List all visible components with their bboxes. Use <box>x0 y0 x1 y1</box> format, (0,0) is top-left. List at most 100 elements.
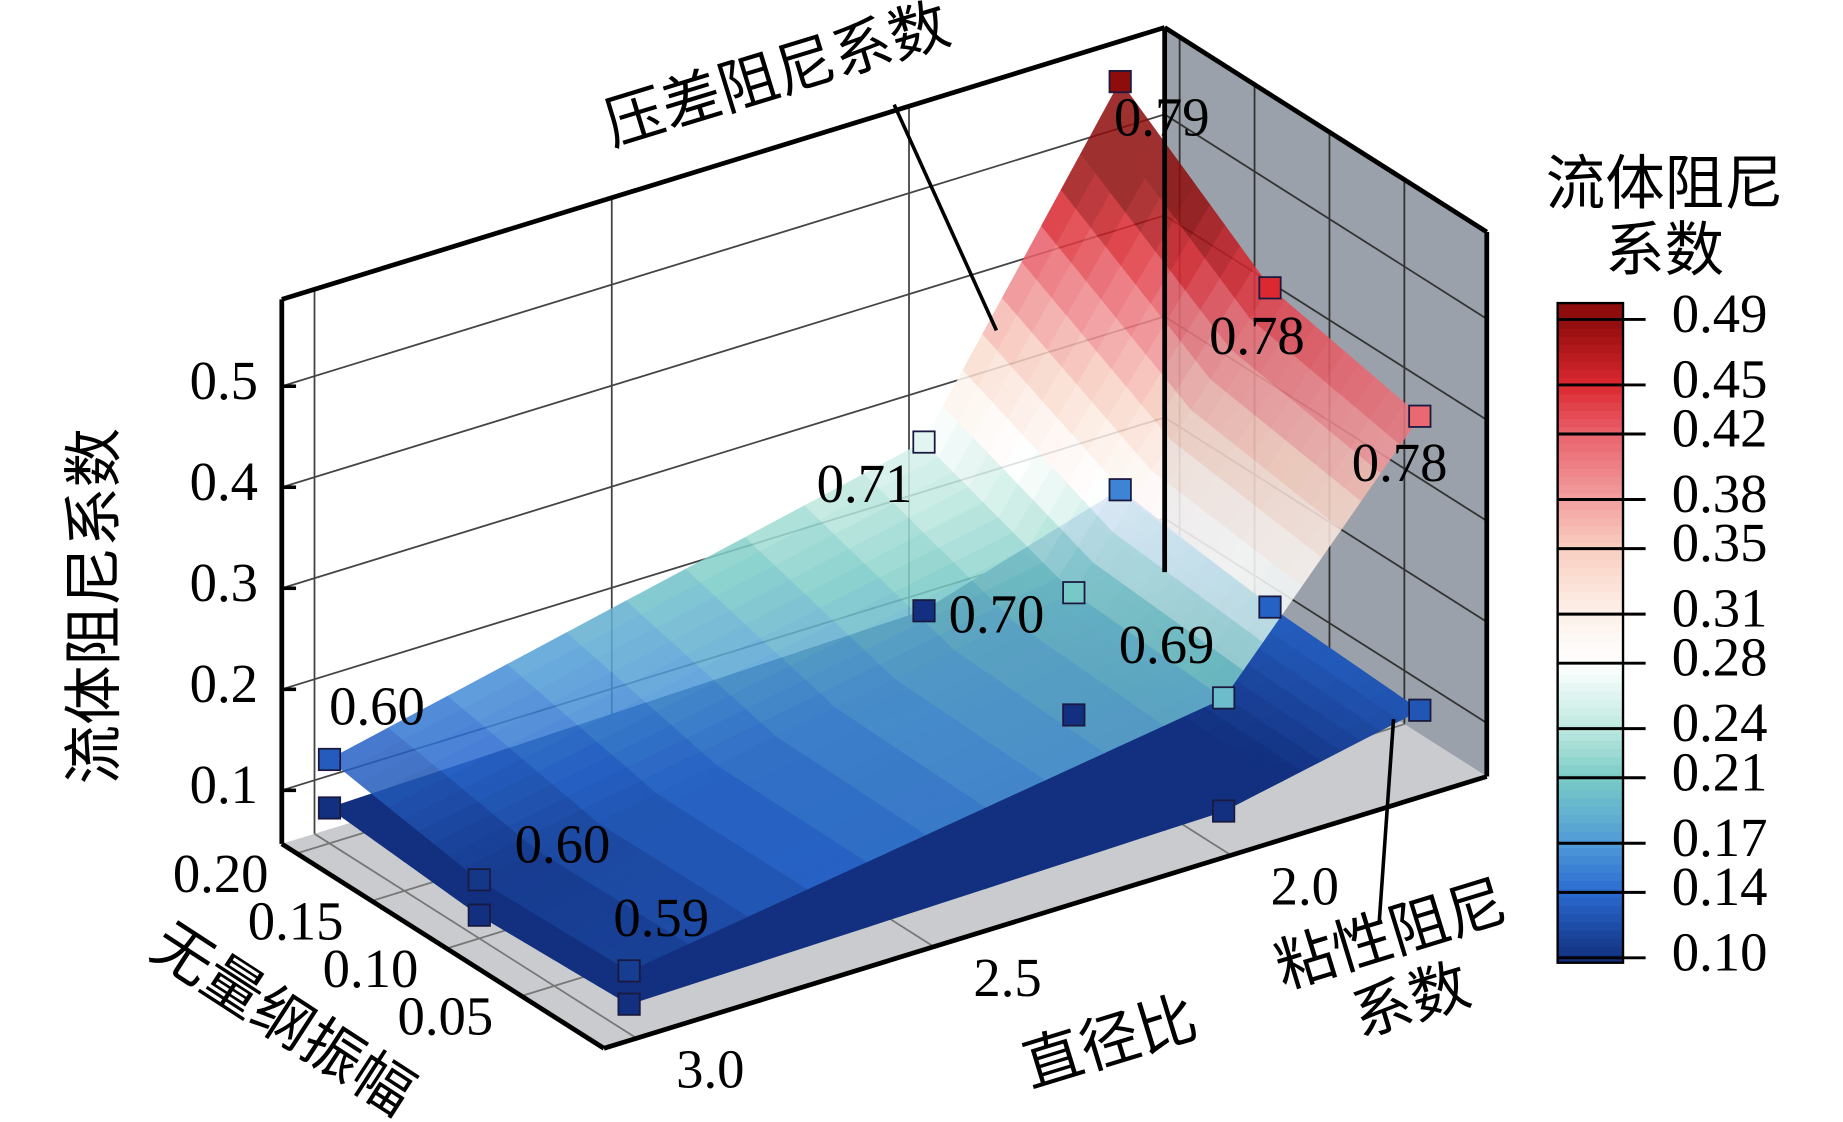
colorbar-band <box>1557 905 1624 914</box>
colorbar-band <box>1557 360 1624 370</box>
colorbar-tick-label: 0.21 <box>1672 741 1768 802</box>
colorbar-band <box>1557 674 1624 684</box>
colorbar-band <box>1557 690 1624 700</box>
colorbar-band <box>1557 303 1624 313</box>
z-axis-title: 流体阻尼系数 <box>62 428 128 784</box>
colorbar-band <box>1557 500 1624 510</box>
colorbar-band <box>1557 542 1624 552</box>
data-point <box>912 430 936 454</box>
point-annotation: 0.69 <box>1119 614 1215 675</box>
y-tick-label: 0.10 <box>323 938 419 999</box>
point-annotation: 0.60 <box>515 814 611 875</box>
x-tick-label: 2.0 <box>1271 856 1339 917</box>
data-point <box>317 747 342 772</box>
colorbar-band <box>1557 558 1624 568</box>
colorbar-band <box>1557 418 1624 428</box>
z-tick-label: 0.1 <box>190 754 258 815</box>
colorbar-band <box>1557 937 1624 947</box>
data-point <box>1108 478 1132 502</box>
box-edge <box>280 841 606 1051</box>
colorbar-band <box>1557 789 1624 799</box>
colorbar-tick-label: 0.35 <box>1672 512 1768 573</box>
colorbar-band <box>1557 435 1624 444</box>
point-annotation: 0.71 <box>817 453 913 514</box>
data-point <box>1408 698 1432 722</box>
colorbar-band <box>1557 443 1624 453</box>
colorbar-tick-label: 0.45 <box>1672 348 1768 409</box>
colorbar-band <box>1557 566 1624 576</box>
colorbar-band <box>1557 665 1624 675</box>
colorbar: 0.100.140.170.210.240.280.310.350.380.42… <box>1556 283 1768 982</box>
point-annotation: 0.70 <box>949 584 1045 645</box>
data-point <box>1062 581 1086 605</box>
point-annotation: 0.78 <box>1209 305 1305 366</box>
colorbar-band <box>1557 459 1624 469</box>
data-point <box>1408 404 1432 428</box>
colorbar-tick-label: 0.49 <box>1672 283 1768 344</box>
colorbar-band <box>1557 913 1624 923</box>
colorbar-band <box>1557 624 1624 634</box>
colorbar-band <box>1557 855 1624 865</box>
z-tick-label: 0.4 <box>190 451 258 512</box>
data-point <box>1258 276 1282 300</box>
colorbar-band <box>1557 467 1624 477</box>
colorbar-band <box>1557 377 1624 387</box>
colorbar-tick-label: 0.38 <box>1672 463 1768 524</box>
colorbar-band <box>1557 385 1624 395</box>
colorbar-band <box>1557 369 1624 379</box>
colorbar-band <box>1557 410 1624 420</box>
colorbar-band <box>1557 344 1624 354</box>
data-point <box>1258 595 1282 619</box>
colorbar-tick-label: 0.28 <box>1672 627 1768 688</box>
z-tick-label: 0.2 <box>190 653 258 714</box>
data-point <box>617 959 641 983</box>
colorbar-band <box>1557 731 1624 741</box>
z-tick-label: 0.3 <box>190 552 258 613</box>
callout-line <box>1377 718 1396 922</box>
colorbar-band <box>1557 599 1624 609</box>
colorbar-band <box>1557 698 1624 708</box>
colorbar-band <box>1557 426 1624 436</box>
x-tick-label: 2.5 <box>973 947 1041 1008</box>
y-tick-label: 0.20 <box>173 843 269 904</box>
colorbar-tick-label: 0.42 <box>1672 398 1768 459</box>
data-point <box>912 599 936 623</box>
colorbar-band <box>1557 591 1624 601</box>
colorbar-band <box>1557 336 1624 346</box>
colorbar-band <box>1557 946 1624 956</box>
colorbar-band <box>1557 632 1624 642</box>
colorbar-band <box>1557 550 1624 560</box>
colorbar-band <box>1557 822 1624 832</box>
x-tick-label: 3.0 <box>676 1039 744 1100</box>
grid-line <box>1164 113 1488 320</box>
colorbar-band <box>1557 921 1624 931</box>
colorbar-tick-label: 0.14 <box>1672 856 1768 917</box>
colorbar-band <box>1557 764 1624 774</box>
colorbar-band <box>1557 451 1624 461</box>
colorbar-band <box>1557 863 1624 873</box>
frame <box>279 25 1490 1051</box>
point-annotation: 0.79 <box>1114 87 1210 148</box>
colorbar-band <box>1557 311 1624 321</box>
grid-line <box>281 214 1165 489</box>
colorbar-band <box>1557 806 1624 816</box>
colorbar-band <box>1557 682 1624 692</box>
colorbar-band <box>1557 797 1624 807</box>
colorbar-band <box>1557 327 1624 337</box>
box-edge <box>1163 25 1489 234</box>
z-tick-label: 0.5 <box>190 350 258 411</box>
box-edge <box>281 25 1166 302</box>
colorbar-tick-label: 0.24 <box>1672 692 1768 753</box>
colorbar-frame <box>1556 301 1625 964</box>
data-point <box>467 868 491 892</box>
grid-line <box>281 113 1165 388</box>
data-point <box>1108 70 1132 94</box>
colorbar-band <box>1557 352 1624 362</box>
callout-line <box>892 103 999 332</box>
colorbar-band <box>1557 715 1624 725</box>
point-annotation: 0.78 <box>1352 432 1448 493</box>
colorbar-band <box>1557 476 1624 486</box>
colorbar-band <box>1557 517 1624 527</box>
